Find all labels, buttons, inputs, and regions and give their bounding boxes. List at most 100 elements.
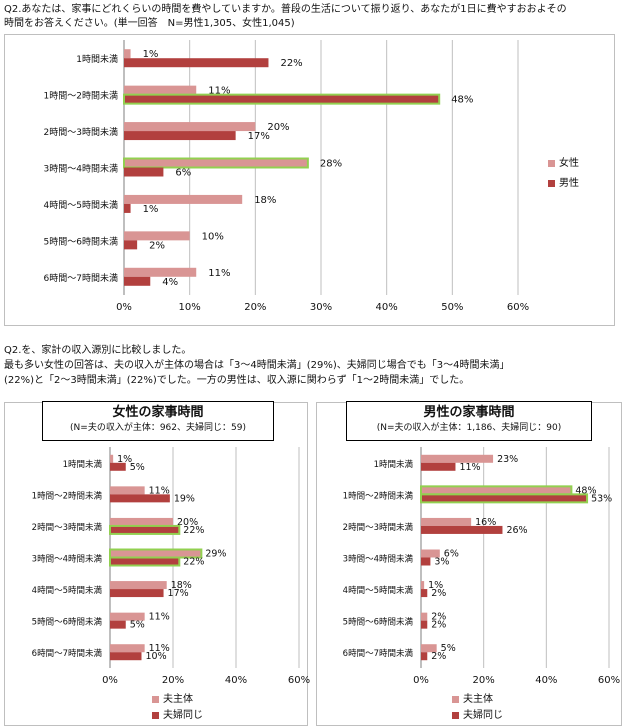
data-label: 22% [280, 58, 302, 69]
bar-series-1 [110, 517, 173, 526]
data-label: 4% [162, 277, 178, 288]
category-label: 3時間〜4時間未満 [32, 554, 103, 565]
category-label: 6時間〜7時間未満 [32, 648, 103, 659]
data-label: 1% [117, 454, 132, 465]
men-panel-title-box: 男性の家事時間 (N=夫の収入が主体：1,186、夫婦同じ：90) [346, 401, 592, 441]
bar-series-2 [110, 589, 164, 598]
data-label: 11% [208, 268, 230, 279]
data-label: 11% [459, 462, 480, 473]
data-label: 18% [254, 195, 276, 206]
chart2-legend: 夫主体 夫婦同じ [152, 693, 203, 722]
chart3-legend: 夫主体 夫婦同じ [452, 693, 503, 722]
men-panel-title: 男性の家事時間 [423, 405, 515, 420]
x-tick-label: 40% [225, 675, 247, 686]
bar-series-2 [421, 462, 456, 471]
bar-series-1 [421, 612, 428, 621]
data-label: 10% [202, 231, 224, 242]
data-label: 26% [506, 525, 527, 536]
question2-line-2: 最も多い女性の回答は、夫の収入が主体の場合は「3〜4時間未満」(29%)、夫婦同… [4, 360, 510, 371]
data-label: 1% [143, 49, 159, 60]
category-label: 1時間〜2時間未満 [44, 90, 118, 102]
bar-series-2 [421, 557, 431, 566]
category-label: 1時間未満 [374, 459, 414, 470]
chart1-legend-women: 女性 [559, 158, 579, 169]
category-label: 3時間〜4時間未満 [343, 554, 414, 565]
bar-series-2 [123, 93, 441, 105]
bar-series-1 [124, 194, 243, 204]
bar-series-2 [124, 203, 131, 213]
category-label: 1時間未満 [76, 53, 118, 65]
x-tick-label: 20% [162, 675, 184, 686]
data-label: 17% [248, 131, 270, 142]
bar-series-2 [421, 620, 428, 629]
bar-series-1 [110, 612, 145, 621]
category-label: 5時間〜6時間未満 [44, 235, 118, 247]
bar-series-1 [110, 581, 167, 590]
bar-series-2 [124, 58, 269, 68]
bar-series-2 [109, 556, 181, 567]
men-panel-subtitle: (N=夫の収入が主体：1,186、夫婦同じ：90) [376, 423, 562, 433]
data-label: 1% [143, 204, 159, 215]
category-label: 2時間〜3時間未満 [32, 522, 103, 533]
bar-series-1 [124, 122, 256, 132]
chart2-legend-equal: 夫婦同じ [163, 710, 203, 721]
category-label: 4時間〜5時間未満 [32, 585, 103, 596]
category-label: 1時間未満 [63, 459, 103, 470]
data-label: 11% [208, 86, 230, 97]
data-label: 11% [149, 485, 170, 496]
bar-series-1 [124, 85, 197, 95]
x-tick-label: 60% [598, 675, 620, 686]
chart3-legend-equal: 夫婦同じ [463, 710, 503, 721]
data-label: 3% [434, 557, 449, 568]
bar-series-1 [420, 485, 573, 496]
data-label: 6% [175, 168, 191, 179]
bar-series-1 [124, 267, 197, 277]
category-label: 6時間〜7時間未満 [44, 272, 118, 284]
data-label: 5% [441, 643, 456, 654]
x-tick-label: 0% [413, 675, 429, 686]
x-tick-label: 50% [441, 302, 463, 313]
bar-series-2 [124, 167, 164, 177]
chart3-legend-item-1: 夫主体 [452, 693, 503, 706]
chart3-legend-husband: 夫主体 [463, 694, 493, 705]
legend-swatch-dark [548, 179, 555, 187]
bar-series-2 [421, 525, 503, 534]
question1-line-2: 時間をお答えください。(単一回答 N=男性1,305、女性1,045) [4, 18, 295, 29]
x-tick-label: 20% [473, 675, 495, 686]
x-tick-label: 60% [507, 302, 529, 313]
data-label: 17% [168, 588, 189, 599]
data-label: 2% [431, 651, 446, 662]
category-label: 4時間〜5時間未満 [44, 199, 118, 211]
category-label: 5時間〜6時間未満 [343, 617, 414, 628]
bar-series-2 [421, 652, 428, 661]
chart1-legend: 女性 男性 [548, 157, 579, 191]
data-label: 48% [451, 95, 473, 106]
chart1-legend-men: 男性 [559, 178, 579, 189]
category-label: 1時間〜2時間未満 [32, 490, 103, 501]
bar-series-2 [109, 524, 181, 535]
legend-swatch-dark [452, 711, 459, 719]
bar-series-1 [421, 549, 440, 558]
bar-series-1 [421, 581, 425, 590]
women-panel-title-box: 女性の家事時間 (N=夫の収入が主体：962、夫婦同じ：59) [42, 401, 274, 441]
bar-series-2 [110, 620, 126, 629]
bar-series-2 [124, 131, 236, 141]
data-label: 6% [444, 549, 459, 560]
category-label: 3時間〜4時間未満 [44, 163, 118, 175]
data-label: 1% [428, 580, 443, 591]
bar-series-1 [421, 644, 437, 653]
data-label: 23% [497, 454, 518, 465]
chart2-legend-item-2: 夫婦同じ [152, 709, 203, 722]
question1-line-1: Q2.あなたは、家事にどれくらいの時間を費やしていますか。普段の生活について振り… [4, 4, 567, 15]
x-tick-label: 40% [535, 675, 557, 686]
data-label: 20% [177, 517, 198, 528]
category-label: 2時間〜3時間未満 [44, 126, 118, 138]
x-tick-label: 40% [376, 302, 398, 313]
x-tick-label: 20% [244, 302, 266, 313]
x-tick-label: 0% [116, 302, 132, 313]
bar-series-2 [110, 652, 142, 661]
category-label: 2時間〜3時間未満 [343, 522, 414, 533]
data-label: 48% [575, 485, 596, 496]
